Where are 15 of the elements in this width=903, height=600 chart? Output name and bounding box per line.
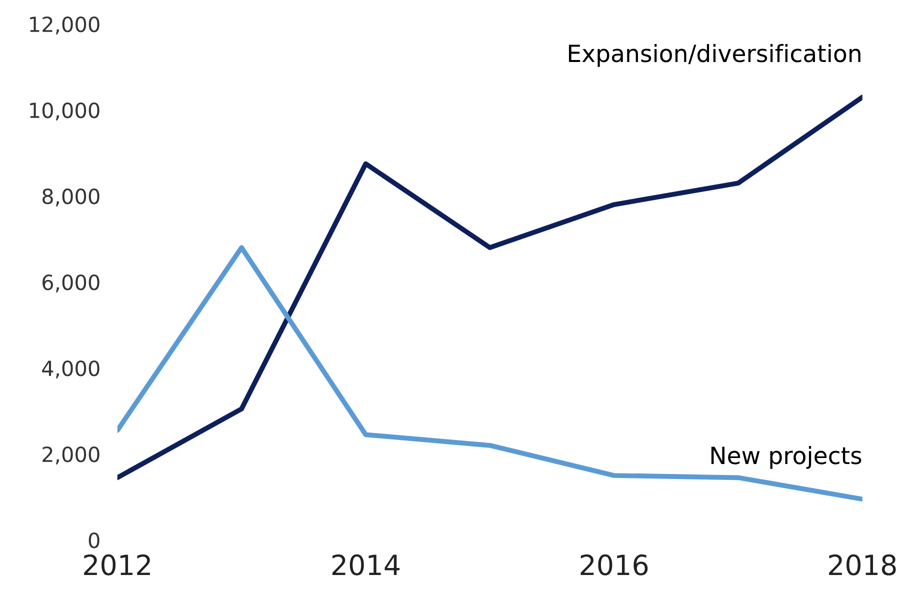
y-tick-label: 4,000: [42, 360, 100, 378]
x-tick-label: 2014: [332, 554, 400, 576]
y-tick-label: 6,000: [42, 274, 100, 292]
x-tick-label: 2012: [84, 554, 150, 576]
y-tick-label: 8,000: [42, 188, 100, 206]
line-series: [117, 94, 862, 480]
y-tick-label: 10,000: [30, 102, 100, 120]
x-tick-label: 2016: [580, 554, 648, 576]
series-label: Expansion/diversification: [568, 44, 860, 67]
y-tick-label: 2,000: [42, 446, 100, 464]
line-series: [117, 245, 862, 502]
x-tick-label: 2018: [829, 554, 896, 576]
series-label: New projects: [711, 446, 862, 469]
y-tick-label: 0: [88, 532, 100, 548]
y-tick-label: 12,000: [30, 16, 100, 34]
